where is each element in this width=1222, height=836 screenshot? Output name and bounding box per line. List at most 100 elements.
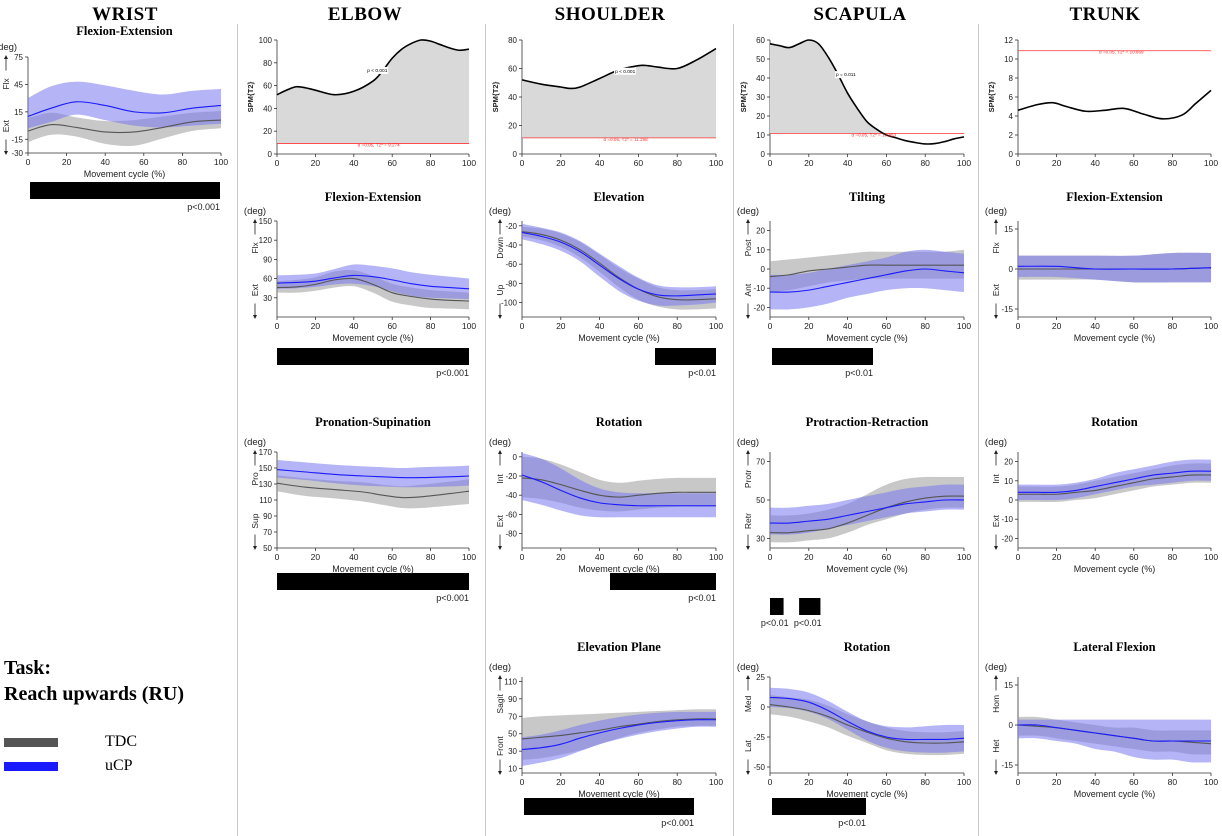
- y-tick-label: 45: [14, 80, 23, 89]
- significance-bar: [770, 598, 784, 615]
- y-tick-label: 15: [14, 108, 23, 117]
- x-tick-label: 0: [275, 158, 280, 168]
- up-arrow-head-icon: [4, 55, 8, 59]
- x-tick-label: 20: [311, 321, 321, 331]
- x-tick-label: 40: [595, 777, 605, 787]
- chart-elbow_spm: [274, 39, 470, 157]
- chart-title: Flexion-Extension: [324, 190, 422, 204]
- mean-line-tdc: [276, 482, 470, 499]
- significance-p-label: p<0.001: [187, 202, 220, 212]
- spm-threshold-label: α =0.05, T2* = 10.869: [1099, 50, 1144, 55]
- x-tick-label: 0: [768, 321, 773, 331]
- spm-p-label: p < 0.001: [367, 68, 387, 74]
- y-tick-label: 15: [1004, 225, 1013, 234]
- chart-title: Lateral Flexion: [1073, 640, 1156, 654]
- y-tick-label: -20: [505, 472, 517, 481]
- y-tick-label: 0: [513, 453, 518, 462]
- x-tick-label: 100: [709, 552, 723, 562]
- column-title-scapula: SCAPULA: [813, 4, 907, 25]
- mean-line-ucp: [1017, 724, 1211, 742]
- x-tick-label: 20: [804, 321, 814, 331]
- x-axis-label: Movement cycle (%): [826, 564, 908, 574]
- y-tick-label: 150: [259, 217, 273, 226]
- y-tick-label: 30: [508, 747, 517, 756]
- y-negative-direction-label: Up: [495, 284, 505, 295]
- y-negative-direction-label: Ext: [250, 283, 260, 296]
- y-positive-direction-label: Sagit: [495, 694, 505, 714]
- column-title-trunk: TRUNK: [1069, 4, 1141, 25]
- band-ucp: [1018, 252, 1211, 283]
- y-tick-label: 15: [1004, 681, 1013, 690]
- x-tick-label: 60: [1129, 321, 1139, 331]
- x-tick-label: 60: [634, 552, 644, 562]
- x-tick-label: 60: [634, 777, 644, 787]
- x-tick-label: 60: [882, 321, 892, 331]
- y-tick-label: -80: [505, 279, 517, 288]
- up-arrow-head-icon: [994, 675, 998, 679]
- y-unit-label: (deg): [0, 42, 17, 53]
- y-tick-label: -15: [11, 135, 23, 144]
- significance-p-label: p<0.01: [794, 618, 822, 628]
- down-arrow-head-icon: [498, 771, 502, 775]
- x-tick-label: 100: [957, 321, 971, 331]
- spm-y-label: SPM{T2}: [491, 81, 500, 112]
- down-arrow-head-icon: [4, 151, 8, 155]
- significance-bar: [772, 348, 873, 365]
- x-tick-label: 100: [462, 158, 476, 168]
- mean-line-tdc: [27, 119, 222, 134]
- y-unit-label: (deg): [737, 662, 759, 673]
- x-tick-label: 80: [920, 321, 930, 331]
- x-tick-label: 20: [1052, 158, 1062, 168]
- y-positive-direction-label: Down: [495, 237, 505, 259]
- up-arrow-head-icon: [253, 450, 257, 454]
- chart-wrist_fe: [4, 55, 222, 199]
- y-tick-label: -20: [753, 303, 765, 312]
- band-ucp: [277, 460, 469, 488]
- y-tick-label: -15: [1001, 761, 1013, 770]
- y-tick-label: 10: [756, 131, 765, 140]
- x-tick-label: 20: [556, 777, 566, 787]
- y-tick-label: 0: [1009, 265, 1014, 274]
- y-tick-label: 60: [508, 65, 517, 74]
- x-tick-label: 0: [1016, 777, 1021, 787]
- y-unit-label: (deg): [244, 437, 266, 448]
- y-tick-label: 30: [756, 93, 765, 102]
- y-tick-label: 0: [761, 265, 766, 274]
- up-arrow-head-icon: [498, 675, 502, 679]
- column-separator: [485, 24, 486, 836]
- significance-p-label: p<0.01: [761, 618, 789, 628]
- spm-p-label-bg: [366, 66, 389, 74]
- y-tick-label: 130: [259, 480, 273, 489]
- down-arrow-head-icon: [498, 546, 502, 550]
- spm-y-label: SPM{T2}: [739, 81, 748, 112]
- x-tick-label: 100: [462, 321, 476, 331]
- x-tick-label: 80: [426, 158, 436, 168]
- down-arrow-head-icon: [253, 546, 257, 550]
- x-tick-label: 100: [462, 552, 476, 562]
- x-tick-label: 80: [920, 552, 930, 562]
- y-tick-label: 40: [508, 93, 517, 102]
- band-ucp: [1018, 459, 1211, 501]
- up-arrow-head-icon: [498, 450, 502, 454]
- x-tick-label: 0: [1016, 552, 1021, 562]
- band-tdc: [277, 475, 469, 509]
- y-tick-label: 90: [508, 695, 517, 704]
- up-arrow-head-icon: [746, 450, 750, 454]
- y-tick-label: 40: [756, 74, 765, 83]
- y-tick-label: 4: [1009, 112, 1014, 121]
- mean-line-tdc: [521, 231, 717, 301]
- x-tick-label: 80: [672, 777, 682, 787]
- up-arrow-head-icon: [994, 450, 998, 454]
- spm-t2-curve: [769, 39, 965, 145]
- y-tick-label: 0: [761, 150, 766, 159]
- spm-threshold-label: α =0.05, T2* = 11.298: [603, 137, 648, 142]
- significance-bar: [277, 573, 469, 590]
- y-tick-label: 25: [756, 673, 765, 682]
- mean-line-ucp: [769, 499, 965, 524]
- down-arrow-head-icon: [746, 315, 750, 319]
- task-label: Task:: [4, 657, 52, 679]
- x-tick-label: 100: [1204, 158, 1218, 168]
- x-axis-label: Movement cycle (%): [1074, 333, 1156, 343]
- significance-p-label: p<0.01: [688, 593, 716, 603]
